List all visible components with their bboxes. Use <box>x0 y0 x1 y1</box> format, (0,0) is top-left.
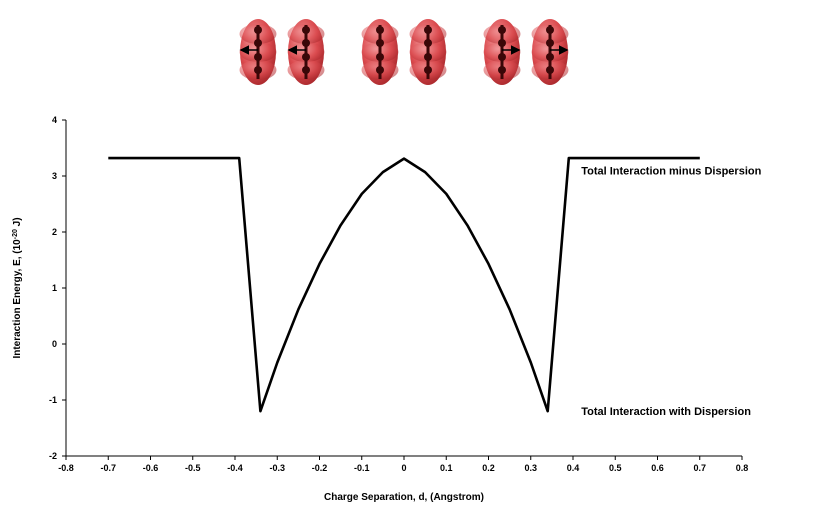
molecule-atom <box>546 53 554 61</box>
molecule-atom <box>376 26 384 34</box>
y-tick-label: 2 <box>52 227 57 237</box>
y-tick-label: -1 <box>49 395 57 405</box>
molecule-atom <box>498 66 506 74</box>
x-tick-label: -0.5 <box>185 463 201 473</box>
x-tick-label: 0 <box>401 463 406 473</box>
molecule <box>483 19 521 85</box>
molecule-atom <box>546 26 554 34</box>
molecule-atom <box>498 39 506 47</box>
annotation-with-dispersion: Total Interaction with Dispersion <box>581 406 751 418</box>
molecule-atom <box>302 53 310 61</box>
y-ticks: 4 3 2 1 0 -1 -2 <box>49 115 66 461</box>
molecule-atom <box>254 39 262 47</box>
y-axis-title-unit: J) <box>12 217 23 229</box>
y-axis-title: Interaction Energy, E, (10-20 J) <box>12 217 24 358</box>
y-tick-label: 1 <box>52 283 57 293</box>
x-tick-label: 0.7 <box>693 463 706 473</box>
molecule-atom <box>302 26 310 34</box>
series-line <box>108 156 700 413</box>
molecule-atom <box>424 66 432 74</box>
molecule-atom <box>376 66 384 74</box>
y-axis-title-main: Interaction Energy, E, (10 <box>12 239 23 359</box>
molecule-atom <box>498 26 506 34</box>
annotation-minus-dispersion: Total Interaction minus Dispersion <box>581 165 761 177</box>
molecule <box>531 19 569 85</box>
x-tick-label: -0.2 <box>312 463 328 473</box>
y-tick-label: 4 <box>52 115 57 125</box>
x-tick-label: -0.8 <box>58 463 74 473</box>
molecule <box>361 19 399 85</box>
y-tick-label: 0 <box>52 339 57 349</box>
molecule-atom <box>498 53 506 61</box>
molecule-illustrations <box>239 19 569 85</box>
molecule <box>409 19 447 85</box>
x-tick-label: 0.4 <box>567 463 580 473</box>
x-tick-label: 0.3 <box>524 463 537 473</box>
x-tick-label: 0.6 <box>651 463 664 473</box>
x-axis-title: Charge Separation, d, (Angstrom) <box>324 492 484 503</box>
molecule-atom <box>302 66 310 74</box>
x-ticks: -0.8 -0.7 -0.6 -0.5 -0.4 -0.3 -0.2 -0.1 0 0.1 0.2 0… <box>58 456 748 473</box>
molecule-atom <box>254 66 262 74</box>
molecule-atom <box>302 39 310 47</box>
molecule-atom <box>376 39 384 47</box>
y-tick-label: -2 <box>49 451 57 461</box>
x-tick-label: -0.4 <box>227 463 243 473</box>
x-tick-label: -0.7 <box>100 463 116 473</box>
molecule-atom <box>424 39 432 47</box>
molecule-atom <box>376 53 384 61</box>
molecule-atom <box>546 39 554 47</box>
molecule-atom <box>424 26 432 34</box>
molecule <box>239 19 277 85</box>
molecule-atom <box>254 26 262 34</box>
molecule <box>287 19 325 85</box>
molecule-atom <box>254 53 262 61</box>
molecule-atom <box>546 66 554 74</box>
x-tick-label: 0.5 <box>609 463 622 473</box>
x-tick-label: 0.1 <box>440 463 453 473</box>
x-tick-label: 0.8 <box>736 463 749 473</box>
molecule-atom <box>424 53 432 61</box>
x-tick-label: -0.6 <box>143 463 159 473</box>
x-tick-label: 0.2 <box>482 463 495 473</box>
x-tick-label: -0.1 <box>354 463 370 473</box>
y-axis-title-exponent: -20 <box>12 229 19 239</box>
x-tick-label: -0.3 <box>269 463 285 473</box>
y-tick-label: 3 <box>52 171 57 181</box>
